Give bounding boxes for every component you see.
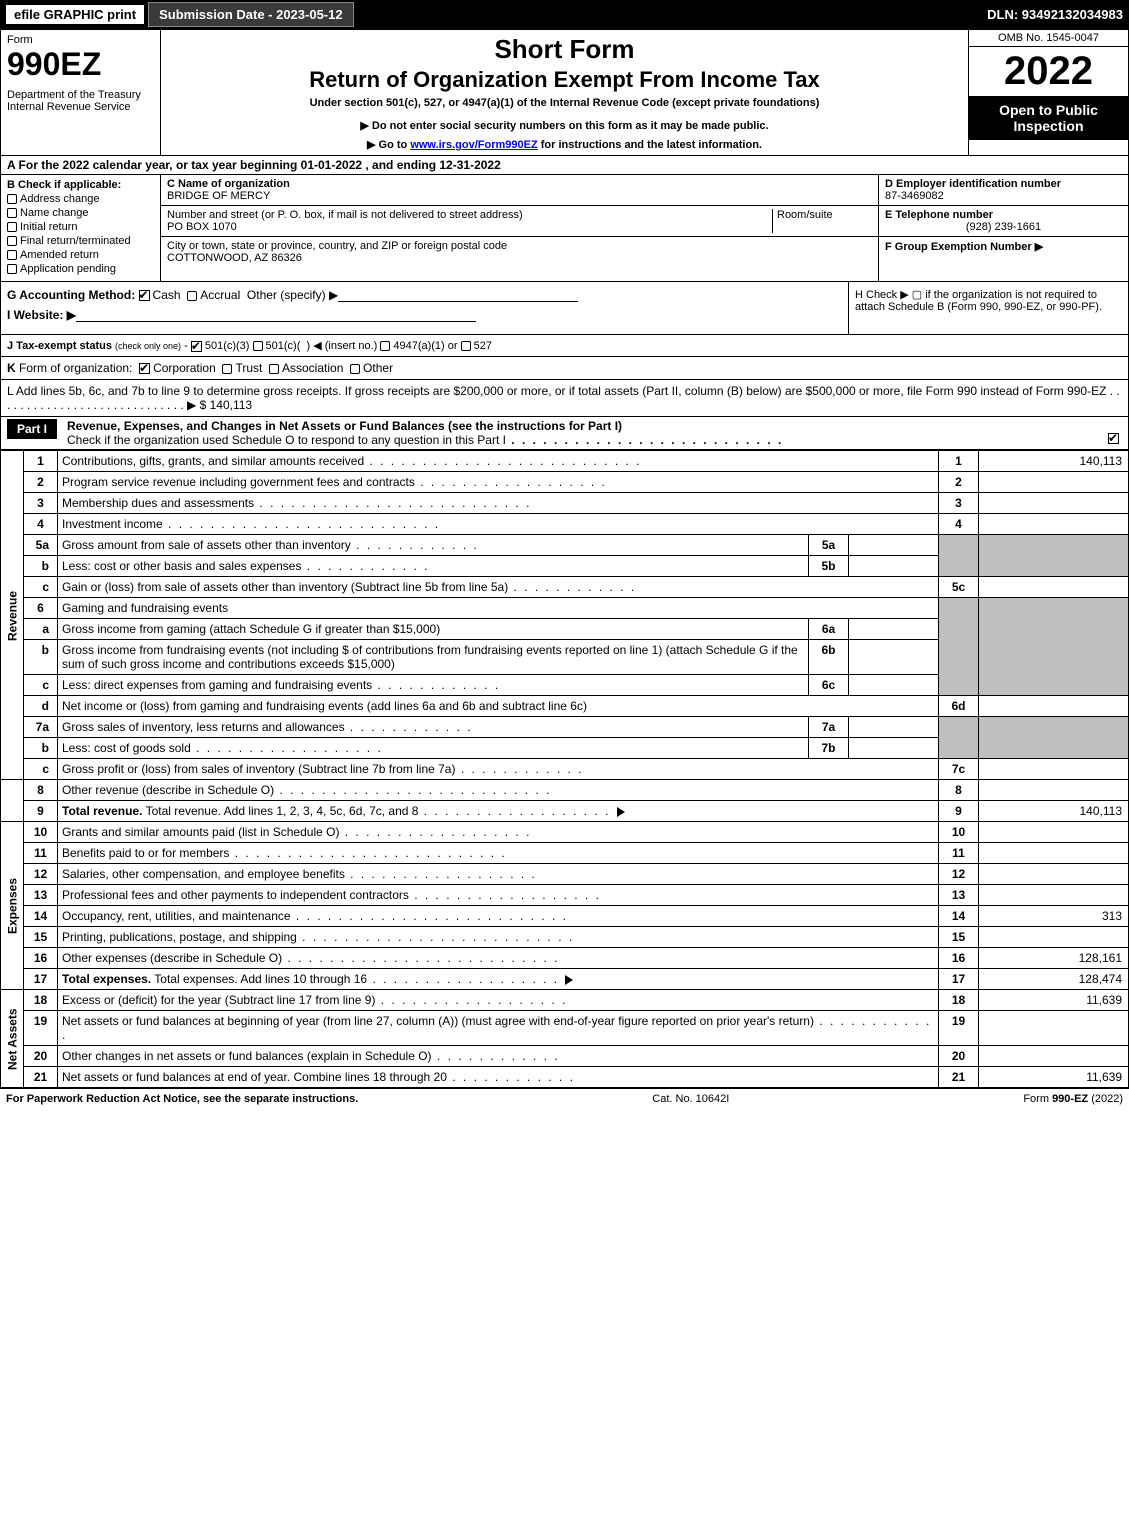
chk-address[interactable]: Address change [7,193,154,205]
l16-val: 128,161 [979,948,1129,969]
part1-label: Part I [7,419,57,439]
c-street-val: PO BOX 1070 [167,221,237,233]
k-trust[interactable] [222,364,232,374]
d-ein-val: 87-3469082 [885,190,944,202]
dln: DLN: 93492132034983 [987,7,1123,22]
footer-mid: Cat. No. 10642I [652,1093,729,1105]
c-city-lbl: City or town, state or province, country… [167,240,507,252]
topbar: efile GRAPHIC print Submission Date - 20… [0,0,1129,29]
k-corp[interactable] [139,363,150,374]
part1-title: Revenue, Expenses, and Changes in Net As… [67,419,1108,447]
gh-block: G Accounting Method: Cash Accrual Other … [0,282,1129,335]
c-city-val: COTTONWOOD, AZ 86326 [167,252,302,264]
footer-right: Form 990-EZ (2022) [1023,1093,1123,1105]
i-line: I Website: ▶ [7,308,842,322]
form-number: 990EZ [7,46,154,83]
part1-chk[interactable] [1108,433,1119,444]
gh-left: G Accounting Method: Cash Accrual Other … [1,282,848,334]
h-line: H Check ▶ ▢ if the organization is not r… [848,282,1128,334]
revenue-table: Revenue 1Contributions, gifts, grants, a… [0,450,1129,1088]
footer: For Paperwork Reduction Act Notice, see … [0,1088,1129,1109]
vlabel-revenue: Revenue [1,451,24,780]
d-tel-val: (928) 239-1661 [885,221,1122,233]
open-inspection: Open to Public Inspection [969,96,1128,140]
footer-left: For Paperwork Reduction Act Notice, see … [6,1093,358,1105]
info-block: B Check if applicable: Address change Na… [0,175,1129,282]
ssn-note: ▶ Do not enter social security numbers o… [171,119,958,132]
department: Department of the Treasury Internal Reve… [7,89,154,113]
l17-val: 128,474 [979,969,1129,990]
l1-val: 140,113 [979,451,1129,472]
section-b: B Check if applicable: Address change Na… [1,175,161,281]
c-room-lbl: Room/suite [777,209,833,221]
form-word: Form [7,34,154,46]
l9-val: 140,113 [979,801,1129,822]
l21-val: 11,639 [979,1067,1129,1088]
j-527[interactable] [461,341,471,351]
section-c: C Name of organization BRIDGE OF MERCY N… [161,175,878,281]
goto-pre: ▶ Go to [367,139,410,151]
part1-header: Part I Revenue, Expenses, and Changes in… [0,417,1129,450]
j-501c[interactable] [253,341,263,351]
d-grp-lbl: F Group Exemption Number ▶ [885,241,1043,253]
goto-post: for instructions and the latest informat… [538,139,762,151]
g-accrual-chk[interactable] [187,291,197,301]
header-left: Form 990EZ Department of the Treasury In… [1,30,161,155]
goto-line: ▶ Go to www.irs.gov/Form990EZ for instru… [171,138,958,151]
g-line: G Accounting Method: Cash Accrual Other … [7,288,842,302]
section-d: D Employer identification number 87-3469… [878,175,1128,281]
row-a: A For the 2022 calendar year, or tax yea… [0,156,1129,175]
d-tel-lbl: E Telephone number [885,209,993,221]
c-street-lbl: Number and street (or P. O. box, if mail… [167,209,523,221]
under-section: Under section 501(c), 527, or 4947(a)(1)… [171,97,958,109]
l-line: L Add lines 5b, 6c, and 7b to line 9 to … [0,380,1129,417]
l14-val: 313 [979,906,1129,927]
g-cash-chk[interactable] [139,290,150,301]
c-name-val: BRIDGE OF MERCY [167,190,270,202]
chk-final[interactable]: Final return/terminated [7,235,154,247]
c-name-lbl: C Name of organization [167,178,290,190]
j-4947[interactable] [380,341,390,351]
vlabel-expenses: Expenses [1,822,24,990]
return-title: Return of Organization Exempt From Incom… [171,67,958,93]
b-title: B Check if applicable: [7,179,154,191]
efile-label: efile GRAPHIC print [6,5,144,24]
k-other[interactable] [350,364,360,374]
omb-number: OMB No. 1545-0047 [969,30,1128,47]
vlabel-netassets: Net Assets [1,990,24,1088]
chk-initial[interactable]: Initial return [7,221,154,233]
k-assoc[interactable] [269,364,279,374]
short-form: Short Form [171,34,958,65]
chk-pending[interactable]: Application pending [7,263,154,275]
header-center: Short Form Return of Organization Exempt… [161,30,968,155]
chk-name[interactable]: Name change [7,207,154,219]
tax-year: 2022 [969,47,1128,96]
d-ein-lbl: D Employer identification number [885,178,1061,190]
header-right: OMB No. 1545-0047 2022 Open to Public In… [968,30,1128,155]
goto-link[interactable]: www.irs.gov/Form990EZ [410,139,537,151]
submission-date: Submission Date - 2023-05-12 [148,2,354,27]
chk-amended[interactable]: Amended return [7,249,154,261]
form-header: Form 990EZ Department of the Treasury In… [0,29,1129,156]
j-line: J Tax-exempt status (check only one) - 5… [0,335,1129,357]
k-line: K Form of organization: Corporation Trus… [0,357,1129,380]
l18-val: 11,639 [979,990,1129,1011]
j-501c3[interactable] [191,341,202,352]
